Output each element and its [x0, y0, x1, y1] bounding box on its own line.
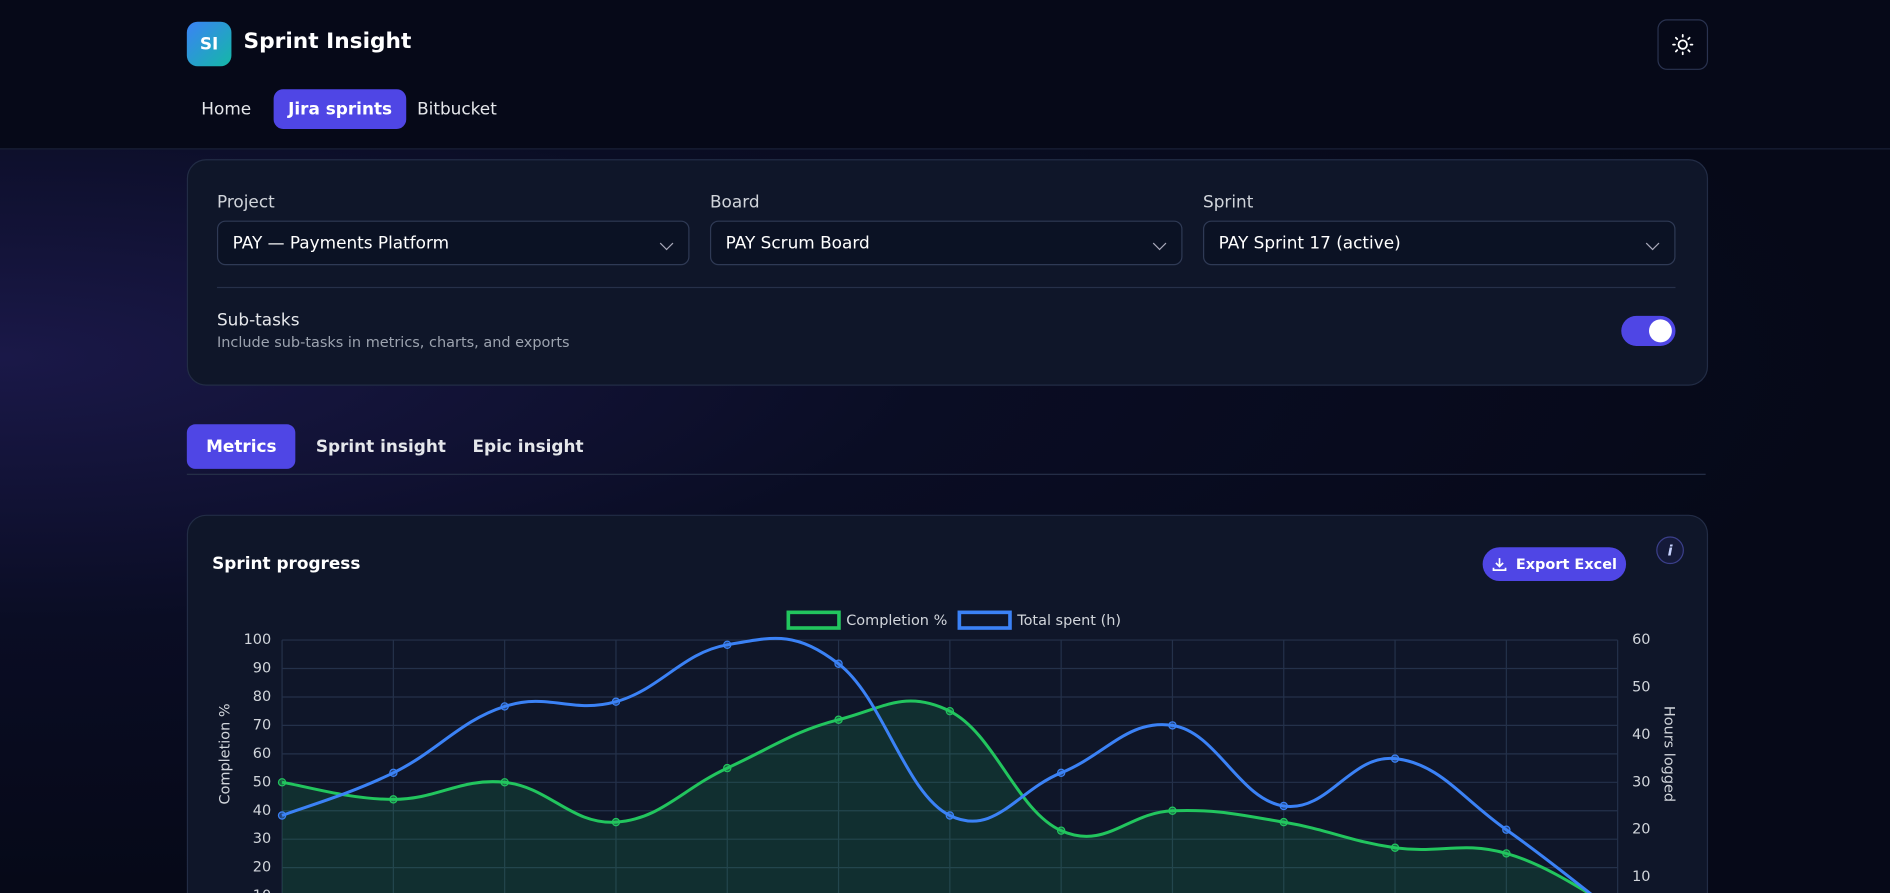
- legend-swatch: [957, 610, 1012, 630]
- y-tick-label: 100: [244, 632, 272, 648]
- point: [1502, 849, 1511, 858]
- y-axis-title: Completion %: [217, 703, 233, 804]
- point: [834, 659, 843, 668]
- download-icon: [1492, 558, 1506, 571]
- panel-title: Sprint progress: [212, 554, 361, 574]
- select[interactable]: PAY Scrum Board: [709, 220, 1183, 266]
- filters-card: [186, 159, 1709, 386]
- select[interactable]: PAY Sprint 17 (active): [1202, 220, 1676, 266]
- legend-label: Completion %: [846, 613, 947, 629]
- tab[interactable]: Metrics: [186, 424, 296, 469]
- sun-icon: [1672, 34, 1694, 56]
- field-label: Sprint: [1202, 192, 1254, 213]
- logo[interactable]: SI: [186, 21, 232, 67]
- tab[interactable]: Sprint insight: [315, 436, 446, 457]
- legend-swatch: [786, 610, 841, 630]
- tab[interactable]: Epic insight: [472, 436, 584, 457]
- export-label: Export Excel: [1515, 555, 1617, 573]
- brand[interactable]: Sprint Insight: [243, 28, 412, 55]
- y-tick-label: 60: [253, 746, 271, 762]
- y-tick-label: 20: [253, 860, 271, 876]
- nav-link[interactable]: Home: [201, 99, 252, 119]
- select[interactable]: PAY — Payments Platform: [216, 220, 690, 266]
- y2-tick-label: 10: [1632, 869, 1650, 885]
- point: [834, 715, 843, 724]
- point: [277, 811, 287, 820]
- point: [500, 778, 509, 787]
- select-value: PAY Sprint 17 (active): [1218, 233, 1401, 253]
- line: [281, 636, 1593, 893]
- chart-card: [186, 514, 1709, 893]
- legend-label: Total spent (h): [1016, 613, 1121, 629]
- y-tick-label: 80: [253, 689, 271, 705]
- y2-tick-label: 50: [1632, 679, 1650, 695]
- point: [500, 702, 509, 711]
- point: [1056, 826, 1066, 835]
- line: [281, 699, 1592, 893]
- y2-tick-label: 30: [1632, 774, 1650, 790]
- select-value: PAY Scrum Board: [725, 233, 870, 253]
- divider: [216, 286, 1676, 289]
- y2-tick-label: 20: [1632, 822, 1650, 838]
- theme-toggle[interactable]: [1657, 19, 1709, 70]
- point: [1279, 817, 1288, 827]
- y-tick-label: 70: [253, 717, 271, 733]
- point: [723, 763, 732, 773]
- field-label: Board: [709, 192, 760, 213]
- toggle-knob: [1648, 319, 1672, 343]
- y-tick-label: 90: [253, 661, 271, 677]
- field-label: Project: [216, 192, 275, 213]
- tabs-divider: [186, 473, 1706, 475]
- y-tick-label: 30: [253, 831, 271, 847]
- nav-link[interactable]: Bitbucket: [417, 99, 497, 119]
- y-tick-label: 50: [253, 774, 271, 790]
- y2-tick-label: 60: [1632, 632, 1650, 648]
- point: [1056, 768, 1066, 778]
- point: [1168, 806, 1177, 815]
- select-value: PAY — Payments Platform: [232, 233, 450, 253]
- toggle[interactable]: [1621, 315, 1676, 346]
- point: [1390, 754, 1400, 763]
- point: [945, 811, 955, 820]
- y2-tick-label: 40: [1632, 727, 1650, 743]
- point: [389, 768, 398, 778]
- y2-axis-title: Hours logged: [1660, 706, 1676, 802]
- toggle-description: Include sub-tasks in metrics, charts, an…: [216, 333, 570, 351]
- nav-link[interactable]: Jira sprints: [273, 89, 407, 129]
- point: [611, 817, 621, 827]
- point: [277, 778, 287, 787]
- point: [1279, 801, 1288, 811]
- info-button[interactable]: i: [1656, 536, 1684, 565]
- point: [1390, 843, 1400, 852]
- point: [389, 795, 398, 804]
- export-button[interactable]: Export Excel: [1482, 547, 1627, 582]
- point: [1502, 825, 1511, 834]
- area: [282, 701, 1589, 893]
- y-tick-label: 40: [253, 803, 271, 819]
- point: [611, 697, 621, 706]
- point: [945, 706, 955, 716]
- point: [723, 640, 732, 650]
- y-tick-label: 10: [253, 888, 271, 893]
- point: [1168, 721, 1177, 730]
- toggle-label: Sub-tasks: [216, 310, 300, 331]
